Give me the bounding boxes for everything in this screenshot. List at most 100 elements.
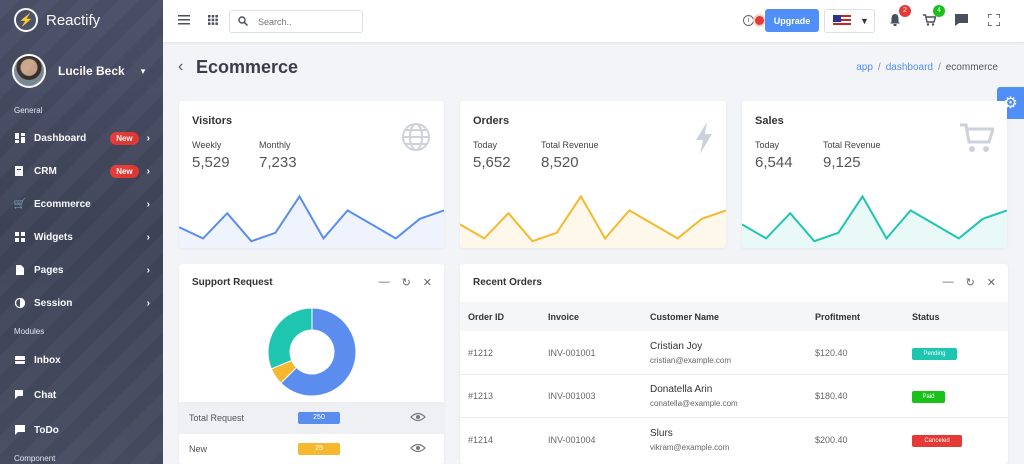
sidebar-item-label: Pages: [34, 264, 64, 276]
upgrade-button[interactable]: Upgrade: [765, 9, 819, 32]
order-id: #1213: [468, 391, 494, 401]
chevron-right-icon: ›: [146, 297, 150, 309]
row-divider: [460, 417, 1008, 418]
fullscreen-icon: [987, 12, 1001, 29]
metric-value: 5,529: [192, 154, 230, 171]
fullscreen-button[interactable]: [984, 11, 1004, 31]
refresh-icon[interactable]: ↻: [965, 277, 975, 289]
metric-value: 5,652: [473, 154, 511, 171]
refresh-icon[interactable]: ↻: [401, 277, 411, 289]
inbox-icon: [15, 355, 25, 365]
widgets-icon: [15, 232, 25, 242]
user-profile[interactable]: Lucile Beck ▾: [12, 54, 145, 88]
app-name: Reactify: [46, 11, 101, 29]
grid-icon: [208, 14, 218, 28]
metric-value: 6,544: [755, 154, 793, 171]
customer-email: vikram@example.com: [650, 443, 730, 452]
card-title: Support Request: [192, 277, 273, 288]
sidebar-item-chat[interactable]: Chat: [0, 382, 163, 408]
sidebar-item-label: Session: [34, 297, 73, 309]
menu-toggle-button[interactable]: [174, 11, 194, 31]
sparkline-line: [742, 194, 1007, 243]
avatar: [12, 54, 46, 88]
column-header: Customer Name: [650, 312, 720, 322]
metric-label: Today: [473, 140, 498, 150]
chat-button[interactable]: [951, 11, 971, 31]
notifications-button[interactable]: 2: [885, 5, 911, 31]
support-row-value: 25: [298, 443, 340, 455]
invoice: INV-001004: [548, 435, 596, 445]
cart-button[interactable]: 4: [919, 5, 945, 31]
metric-value: 7,233: [259, 154, 297, 171]
breadcrumb-dashboard[interactable]: dashboard: [885, 62, 933, 73]
visitors-sparkline: [179, 194, 444, 248]
sidebar-item-widgets[interactable]: Widgets ›: [0, 224, 163, 250]
profitment: $120.40: [815, 348, 848, 358]
metric-value: 9,125: [823, 154, 861, 171]
support-row: Total Request 250: [179, 402, 444, 434]
sidebar-item-ecommerce[interactable]: 🛒 Ecommerce ›: [0, 191, 163, 217]
card-title: Orders: [473, 115, 510, 127]
sidebar-item-dashboard[interactable]: Dashboard New ›: [0, 125, 163, 151]
sidebar-item-session[interactable]: Session ›: [0, 290, 163, 316]
sidebar: ⚡ Reactify Lucile Beck ▾ General Dashboa…: [0, 0, 163, 464]
breadcrumb-current: ecommerce: [945, 62, 998, 73]
card-title: Visitors: [192, 115, 233, 127]
eye-icon[interactable]: [410, 412, 426, 424]
hamburger-icon: [178, 14, 190, 28]
topbar: i Upgrade ▼ 2 4: [163, 0, 1024, 42]
chevron-right-icon: ›: [146, 132, 150, 144]
donut-slice: [280, 307, 357, 397]
card-title: Sales: [755, 115, 784, 127]
sidebar-item-todo[interactable]: ToDo: [0, 417, 163, 443]
chevron-down-icon: ▾: [140, 65, 146, 76]
chat-icon: [954, 13, 968, 29]
close-icon[interactable]: ✕: [986, 277, 996, 289]
eye-icon[interactable]: [410, 443, 426, 455]
sidebar-item-label: ToDo: [34, 424, 59, 436]
sidebar-item-inbox[interactable]: Inbox: [0, 347, 163, 373]
status-badge: Pending: [912, 348, 957, 360]
user-name: Lucile Beck: [58, 64, 125, 78]
sparkline-line: [179, 194, 444, 243]
search-input[interactable]: [258, 16, 348, 27]
globe-icon: [401, 122, 431, 155]
sidebar-item-crm[interactable]: CRM New ›: [0, 158, 163, 184]
new-badge: New: [110, 164, 139, 178]
order-id: #1212: [468, 348, 494, 358]
cart-icon: [960, 122, 996, 157]
breadcrumb-app[interactable]: app: [856, 62, 873, 73]
chevron-right-icon: ›: [146, 165, 150, 177]
logo-icon: ⚡: [14, 8, 38, 32]
card-title: Recent Orders: [473, 277, 542, 288]
back-chevron-icon[interactable]: ‹: [178, 58, 184, 75]
app-logo[interactable]: ⚡ Reactify: [14, 8, 100, 32]
metric-label: Today: [755, 140, 780, 150]
sidebar-item-pages[interactable]: Pages ›: [0, 257, 163, 283]
invoice: INV-001003: [548, 391, 596, 401]
chat-icon: [15, 390, 25, 400]
sidebar-item-label: Inbox: [34, 354, 61, 366]
sparkline-line: [460, 194, 726, 243]
breadcrumb-separator: /: [877, 62, 881, 73]
language-select[interactable]: ▼: [824, 9, 875, 33]
apps-button[interactable]: [203, 11, 223, 31]
chevron-right-icon: ›: [146, 264, 150, 276]
row-divider: [460, 374, 1008, 375]
minimize-icon[interactable]: —: [942, 276, 954, 288]
column-header: Order ID: [468, 312, 505, 322]
minimize-icon[interactable]: —: [378, 276, 390, 288]
metric-label: Monthly: [259, 140, 291, 150]
caret-down-icon: ▼: [860, 16, 869, 26]
breadcrumb-separator: /: [937, 62, 941, 73]
customer-name: Donatella Arin: [650, 384, 713, 395]
orders-card: Orders Today 5,652 Total Revenue 8,520: [460, 101, 726, 248]
donut-slice: [267, 307, 313, 370]
profitment: $200.40: [815, 435, 848, 445]
section-title-general: General: [14, 106, 43, 115]
us-flag-icon: [833, 15, 851, 27]
sales-sparkline: [742, 194, 1007, 248]
sidebar-item-label: CRM: [34, 165, 57, 177]
close-icon[interactable]: ✕: [422, 277, 432, 289]
todo-icon: [15, 425, 25, 435]
